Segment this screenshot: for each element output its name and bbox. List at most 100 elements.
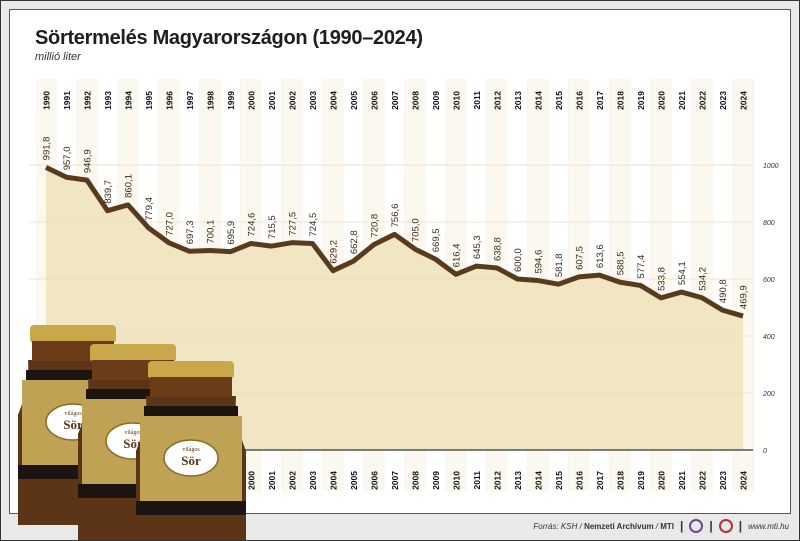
- x-tick-label-top: 2016: [575, 91, 585, 110]
- x-tick-label-top: 1994: [124, 91, 134, 110]
- x-tick-label-bottom: 2010: [452, 471, 462, 490]
- data-label: 720,8: [370, 214, 381, 238]
- x-tick-label-top: 2005: [349, 91, 359, 110]
- x-tick-label-top: 2021: [677, 91, 687, 110]
- data-label: 594,6: [534, 250, 545, 274]
- svg-text:világos: világos: [182, 447, 200, 453]
- x-tick-label-top: 2003: [308, 91, 318, 110]
- x-tick-label-bottom: 2015: [554, 471, 564, 490]
- x-tick-label-top: 2008: [411, 91, 421, 110]
- data-label: 669,5: [431, 228, 442, 252]
- x-tick-label-bottom: 2018: [616, 471, 626, 490]
- data-label: 839,7: [103, 180, 114, 204]
- svg-text:Sör: Sör: [63, 417, 83, 432]
- x-tick-label-bottom: 2020: [657, 471, 667, 490]
- data-label: 469,9: [739, 285, 750, 309]
- data-label: 756,6: [390, 204, 401, 228]
- x-tick-label-top: 1999: [226, 91, 236, 110]
- nemzeti-archivum-logo: [689, 519, 704, 533]
- x-tick-label-top: 1998: [206, 91, 216, 110]
- x-tick-label-top: 2009: [431, 91, 441, 110]
- svg-text:világos: világos: [64, 411, 82, 417]
- x-tick-label-top: 2022: [698, 91, 708, 110]
- data-label: 700,1: [206, 220, 217, 244]
- x-tick-label-top: 2007: [390, 91, 400, 110]
- x-tick-label-bottom: 2008: [411, 471, 421, 490]
- x-tick-label-top: 1997: [185, 91, 195, 110]
- x-tick-label-bottom: 2003: [308, 471, 318, 490]
- y-tick-label: 400: [763, 334, 775, 341]
- data-label: 695,9: [226, 221, 237, 245]
- x-tick-label-bottom: 2011: [472, 471, 482, 490]
- mti-logo: [718, 519, 733, 533]
- data-label: 946,9: [83, 149, 94, 173]
- x-tick-label-top: 2018: [616, 91, 626, 110]
- x-tick-label-top: 1996: [165, 91, 175, 110]
- x-tick-label-bottom: 2017: [595, 471, 605, 490]
- x-tick-label-top: 2011: [472, 91, 482, 110]
- data-label: 616,4: [452, 244, 463, 268]
- x-tick-label-top: 1992: [83, 91, 93, 110]
- x-tick-label-bottom: 2022: [698, 471, 708, 490]
- data-line: [44, 165, 744, 319]
- x-tick-label-bottom: 2016: [575, 471, 585, 490]
- x-tick-label-bottom: 2019: [636, 471, 646, 490]
- x-tick-label-top: 2000: [247, 91, 257, 110]
- x-tick-label-top: 2012: [493, 91, 503, 110]
- x-tick-label-bottom: 2002: [288, 471, 298, 490]
- x-tick-label-bottom: 2009: [431, 471, 441, 490]
- data-label: 577,4: [636, 255, 647, 279]
- data-label: 554,1: [677, 261, 688, 285]
- data-label: 957,0: [62, 146, 73, 170]
- x-tick-label-top: 2002: [288, 91, 298, 110]
- data-label: 715,5: [267, 215, 278, 239]
- x-tick-label-bottom: 2005: [349, 471, 359, 490]
- chart-title: Sörtermelés Magyarországon (1990–2024): [35, 27, 423, 49]
- x-tick-label-bottom: 2007: [390, 471, 400, 490]
- x-tick-label-top: 2023: [718, 91, 728, 110]
- footer: Forrás: KSH / Nemzeti Archívum / MTI | |…: [533, 519, 789, 533]
- data-label: 724,5: [308, 213, 319, 237]
- data-label: 638,8: [493, 237, 504, 261]
- x-tick-label-top: 2024: [739, 91, 749, 110]
- chart-subtitle: millió liter: [35, 51, 81, 63]
- x-tick-label-bottom: 2013: [513, 471, 523, 490]
- y-tick-label: 0: [763, 448, 767, 455]
- source-text: Forrás: KSH / Nemzeti Archívum / MTI: [533, 521, 675, 531]
- x-tick-label-bottom: 2000: [247, 471, 257, 490]
- data-label: 705,0: [411, 218, 422, 242]
- x-tick-label-bottom: 2006: [370, 471, 380, 490]
- x-tick-label-top: 2017: [595, 91, 605, 110]
- svg-text:világos: világos: [124, 430, 142, 436]
- data-label: 607,5: [575, 246, 586, 270]
- data-label: 724,6: [247, 213, 258, 237]
- data-label: 727,0: [165, 212, 176, 236]
- data-label: 779,4: [144, 197, 155, 221]
- data-label: 581,8: [554, 253, 565, 277]
- data-label: 697,3: [185, 220, 196, 244]
- data-label: 533,8: [657, 267, 668, 291]
- x-tick-label-top: 2013: [513, 91, 523, 110]
- x-tick-label-bottom: 2023: [718, 471, 728, 490]
- x-tick-label-top: 2006: [370, 91, 380, 110]
- x-tick-label-bottom: 2001: [267, 471, 277, 490]
- data-label: 991,8: [42, 137, 53, 161]
- y-tick-label: 200: [762, 391, 775, 398]
- website-link[interactable]: www.mti.hu: [748, 521, 789, 531]
- data-label: 662,8: [349, 230, 360, 254]
- y-tick-label: 600: [763, 277, 775, 284]
- data-label: 534,2: [698, 267, 709, 291]
- x-tick-label-bottom: 2012: [493, 471, 503, 490]
- data-label: 629,2: [329, 240, 340, 264]
- y-tick-label: 1000: [763, 163, 779, 170]
- x-tick-label-top: 1990: [42, 91, 52, 110]
- data-label: 727,5: [288, 212, 299, 236]
- x-tick-label-top: 2010: [452, 91, 462, 110]
- data-label: 588,5: [616, 251, 627, 275]
- x-tick-label-bottom: 2014: [534, 471, 544, 490]
- x-tick-label-top: 2001: [267, 91, 277, 110]
- data-label: 613,6: [595, 244, 606, 268]
- x-tick-label-bottom: 2021: [677, 471, 687, 490]
